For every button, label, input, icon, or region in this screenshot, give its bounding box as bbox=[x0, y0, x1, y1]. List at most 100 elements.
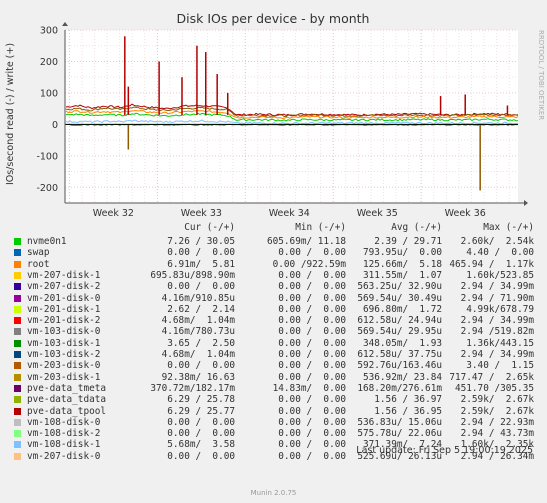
legend-cur: 0.00 / 0.00 bbox=[167, 428, 235, 440]
legend-cur: 4.68m/ 1.04m bbox=[161, 315, 235, 327]
legend-swatch bbox=[14, 441, 21, 449]
legend-max: 1.60k/523.85 bbox=[466, 269, 534, 281]
legend-swatch bbox=[14, 373, 21, 381]
legend-name: vm-103-disk-0 bbox=[27, 326, 101, 338]
legend-cur: 0.00 / 0.00 bbox=[167, 450, 235, 462]
legend-avg: 536.92m/ 23.84 bbox=[362, 371, 442, 383]
chart-title: Disk IOs per device - by month bbox=[177, 11, 370, 26]
legend-avg: 696.80m/ 1.72 bbox=[362, 303, 442, 315]
legend-row: vm-103-disk-0 4.16m/780.73u 0.00 / 0.00 569… bbox=[0, 326, 547, 337]
legend-max: 1.60k/ 2.35k bbox=[460, 439, 534, 451]
legend-min: 0.00 / 0.00 bbox=[278, 450, 346, 462]
legend-name: pve-data_tpool bbox=[27, 405, 107, 417]
legend-max: 717.47 / 2.65k bbox=[449, 371, 534, 383]
legend-min: 0.00 / 0.00 bbox=[278, 405, 346, 417]
legend-swatch bbox=[14, 396, 21, 404]
legend-header-avg: Avg (-/+) bbox=[391, 222, 442, 233]
legend-max: 3.40 / 1.15 bbox=[466, 360, 534, 372]
legend-avg: 569.54u/ 29.95u bbox=[357, 326, 442, 338]
legend-swatch bbox=[14, 351, 21, 358]
x-tick-label: Week 36 bbox=[445, 208, 486, 219]
legend-row: vm-203-disk-1 92.38m/ 16.63 0.00 / 0.00 536… bbox=[0, 372, 547, 383]
y-axis-label: IOs/second read (-) / write (+) bbox=[5, 43, 16, 185]
legend-avg: 311.55m/ 1.07 bbox=[362, 269, 442, 281]
legend-avg: 1.56 / 36.95 bbox=[374, 405, 442, 417]
legend-max: 2.94 / 26.34m bbox=[460, 450, 534, 462]
legend-avg: 563.25u/ 32.90u bbox=[357, 281, 442, 293]
legend-avg: 371.39m/ 7.24 bbox=[362, 439, 442, 451]
x-tick-label: Week 34 bbox=[269, 208, 310, 219]
legend-name: vm-201-disk-1 bbox=[27, 303, 101, 315]
legend-min: 605.69m/ 11.18 bbox=[266, 236, 346, 247]
legend-avg: 793.95u/ 0.00 bbox=[362, 247, 442, 259]
x-tick-label: Week 32 bbox=[93, 208, 134, 219]
legend-avg: 2.39 / 29.71 bbox=[374, 236, 442, 247]
legend-name: swap bbox=[27, 247, 50, 259]
legend-max: 2.94 / 34.99m bbox=[460, 349, 534, 360]
series-line-root bbox=[65, 109, 519, 119]
legend-min: 0.00 / 0.00 bbox=[278, 360, 346, 372]
legend-row: vm-108-disk-2 0.00 / 0.00 0.00 / 0.00 575.7… bbox=[0, 428, 547, 439]
legend-swatch bbox=[14, 260, 21, 268]
legend-max: 2.94 / 71.90m bbox=[460, 292, 534, 304]
legend-swatch bbox=[14, 362, 21, 370]
legend-min: 0.00 / 0.00 bbox=[278, 349, 346, 360]
legend-name: root bbox=[27, 258, 50, 270]
legend-cur: 4.16m/780.73u bbox=[161, 326, 235, 338]
munin-version: Munin 2.0.75 bbox=[250, 489, 297, 497]
legend-name: vm-203-disk-1 bbox=[27, 371, 101, 383]
y-tick-label: 200 bbox=[40, 57, 58, 68]
legend-max: 4.99k/678.79 bbox=[466, 303, 534, 315]
legend-header-max: Max (-/+) bbox=[483, 222, 534, 233]
legend-avg: 569.54u/ 30.49u bbox=[357, 292, 442, 304]
legend-row: vm-207-disk-2 0.00 / 0.00 0.00 / 0.00 563.2… bbox=[0, 281, 547, 292]
x-tick-label: Week 33 bbox=[181, 208, 222, 219]
legend-row: vm-207-disk-1 695.83u/898.90m 0.00 / 0.00 3… bbox=[0, 270, 547, 281]
legend-cur: 3.65 / 2.50 bbox=[167, 337, 235, 349]
legend-max: 2.94 / 34.99m bbox=[460, 315, 534, 327]
axes: 300 200 100 0 -100 -200 Week 32 Week 33 Week 34 W… bbox=[36, 22, 528, 219]
legend-min: 0.00 / 0.00 bbox=[278, 315, 346, 327]
y-tick-label: 100 bbox=[40, 88, 58, 99]
legend-swatch bbox=[14, 407, 21, 415]
legend-swatch bbox=[14, 305, 21, 313]
legend-name: vm-108-disk-2 bbox=[27, 428, 101, 440]
legend-swatch bbox=[14, 418, 21, 426]
series-line-vm201 bbox=[65, 112, 519, 122]
legend-max: 451.70 /305.35 bbox=[454, 382, 534, 394]
legend-name: pve-data_tmeta bbox=[27, 382, 107, 394]
legend-cur: 0.00 / 0.00 bbox=[167, 281, 235, 293]
legend-swatch bbox=[14, 317, 21, 325]
legend-row: vm-103-disk-2 4.68m/ 1.04m 0.00 / 0.00 612.… bbox=[0, 349, 547, 360]
legend-row: pve-data_tmeta 370.72m/182.17m 14.83m/ 0.0… bbox=[0, 383, 547, 394]
legend-cur: 0.00 / 0.00 bbox=[167, 360, 235, 372]
legend-max: 1.36k/443.15 bbox=[466, 337, 534, 349]
legend-avg: 612.58u/ 37.75u bbox=[357, 349, 442, 360]
legend-min: 0.00 / 0.00 bbox=[278, 439, 346, 451]
legend-name: vm-108-disk-0 bbox=[27, 416, 101, 428]
legend-min: 0.00 / 0.00 bbox=[278, 247, 346, 259]
legend-header-min: Min (-/+) bbox=[295, 222, 346, 233]
legend-min: 0.00 / 0.00 bbox=[278, 269, 346, 281]
legend-cur: 6.29 / 25.77 bbox=[167, 405, 235, 417]
legend-min: 0.00 / 0.00 bbox=[278, 371, 346, 383]
legend-cur: 6.29 / 25.78 bbox=[167, 394, 235, 406]
legend-cur: 0.00 / 0.00 bbox=[167, 416, 235, 428]
legend-cur: 4.68m/ 1.04m bbox=[161, 349, 235, 360]
legend-row: vm-201-disk-0 4.16m/910.85u 0.00 / 0.00 569… bbox=[0, 293, 547, 304]
legend-cur: 92.38m/ 16.63 bbox=[161, 371, 235, 383]
legend-name: nvme0n1 bbox=[27, 236, 67, 247]
legend-max: 2.94 / 43.73m bbox=[460, 428, 534, 440]
legend-max: 2.59k/ 2.67k bbox=[460, 405, 534, 417]
x-tick-label: Week 35 bbox=[357, 208, 398, 219]
y-tick-label: -100 bbox=[36, 151, 58, 162]
legend-swatch bbox=[14, 384, 21, 392]
legend-max: 4.40 / 0.00 bbox=[466, 247, 534, 259]
legend-avg: 525.69u/ 26.13u bbox=[357, 450, 442, 462]
legend-cur: 2.62 / 2.14 bbox=[167, 303, 235, 315]
legend-min: 0.00 / 0.00 bbox=[278, 337, 346, 349]
legend-swatch bbox=[14, 238, 21, 245]
legend-cur: 370.72m/182.17m bbox=[150, 382, 235, 394]
legend-name: vm-108-disk-1 bbox=[27, 439, 101, 451]
legend-cur: 0.00 / 0.00 bbox=[167, 247, 235, 259]
